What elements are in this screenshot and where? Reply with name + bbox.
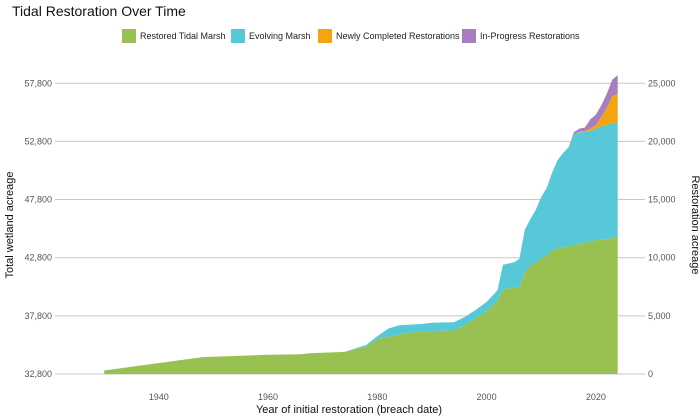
legend-item: In-Progress Restorations <box>462 29 580 43</box>
y-left-tick-label: 32,800 <box>24 369 52 379</box>
y-left-tick-label: 52,800 <box>24 136 52 146</box>
y-axis-right-title: Restoration acreage <box>689 175 700 274</box>
legend-label: In-Progress Restorations <box>480 31 580 41</box>
plot-area <box>104 75 618 374</box>
x-tick-label: 1980 <box>367 392 387 402</box>
x-tick-label: 1960 <box>258 392 278 402</box>
x-axis-title: Year of initial restoration (breach date… <box>256 404 442 416</box>
y-left-tick-label: 37,800 <box>24 311 52 321</box>
area-series-restored-tidal-marsh <box>104 237 618 374</box>
legend-item: Restored Tidal Marsh <box>122 29 226 43</box>
x-tick-label: 2020 <box>586 392 606 402</box>
y-right-tick-label: 0 <box>648 369 653 379</box>
y-right-tick-label: 5,000 <box>648 311 671 321</box>
y-right-tick-label: 20,000 <box>648 136 676 146</box>
legend-swatch <box>122 29 136 43</box>
x-tick-label: 2000 <box>477 392 497 402</box>
legend-item: Newly Completed Restorations <box>318 29 460 43</box>
legend: Restored Tidal Marsh Evolving Marsh Newly … <box>122 29 580 43</box>
y-right-tick-label: 15,000 <box>648 195 676 205</box>
legend-swatch <box>318 29 332 43</box>
x-axis: 1940 1960 1980 2000 2020 <box>149 392 606 402</box>
y-axis-right: 0 5,000 10,000 15,000 20,000 25,000 <box>648 78 676 379</box>
y-axis-left-title: Total wetland acreage <box>4 171 16 278</box>
y-right-tick-label: 10,000 <box>648 253 676 263</box>
legend-swatch <box>231 29 245 43</box>
legend-label: Newly Completed Restorations <box>336 31 460 41</box>
legend-label: Evolving Marsh <box>249 31 311 41</box>
x-tick-label: 1940 <box>149 392 169 402</box>
y-left-tick-label: 47,800 <box>24 195 52 205</box>
legend-label: Restored Tidal Marsh <box>140 31 226 41</box>
y-axis-left: 32,800 37,800 42,800 47,800 52,800 57,800 <box>24 78 52 379</box>
y-left-tick-label: 57,800 <box>24 78 52 88</box>
legend-swatch <box>462 29 476 43</box>
legend-item: Evolving Marsh <box>231 29 311 43</box>
y-left-tick-label: 42,800 <box>24 253 52 263</box>
chart-title: Tidal Restoration Over Time <box>12 3 186 19</box>
y-right-tick-label: 25,000 <box>648 78 676 88</box>
